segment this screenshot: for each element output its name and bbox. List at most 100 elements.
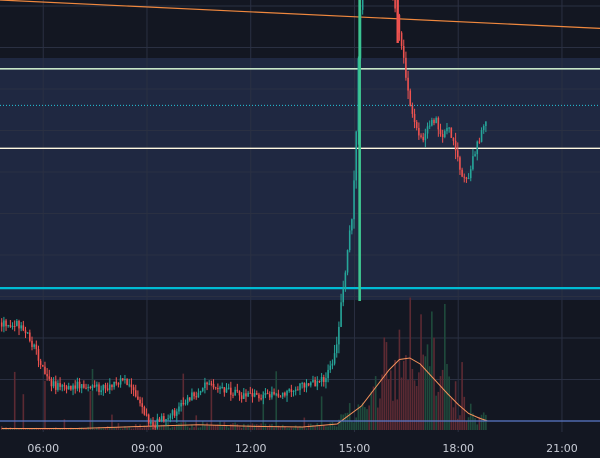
volume-bar [355, 417, 357, 430]
volume-bar [335, 426, 338, 430]
candle-body [446, 127, 448, 132]
volume-bar [150, 425, 152, 430]
volume-bar [439, 376, 442, 430]
volume-bar [249, 424, 252, 430]
candle-body [230, 387, 232, 395]
volume-bar [11, 428, 14, 430]
candle-body [39, 360, 42, 366]
candle-body [128, 384, 131, 386]
volume-bar [294, 425, 297, 430]
candle-body [465, 177, 468, 179]
candle-body [474, 154, 476, 157]
volume-bar [437, 391, 440, 430]
candle-body [351, 219, 353, 231]
candle-body [234, 389, 236, 396]
volume-bar [318, 425, 321, 430]
volume-bar [459, 415, 461, 430]
candle-body [275, 393, 278, 395]
candle-body [180, 402, 182, 407]
volume-bar [232, 423, 234, 430]
candle-body [461, 169, 463, 177]
volume-bar [74, 429, 77, 430]
volume-bar [377, 407, 379, 430]
candle-body [33, 344, 35, 347]
candle-body [290, 389, 293, 392]
candle-body [301, 383, 303, 385]
volume-bar [245, 427, 247, 430]
candle-body [243, 393, 245, 399]
candle-body [5, 320, 7, 327]
candle-body [59, 383, 61, 387]
volume-bar [124, 426, 126, 430]
volume-bar [188, 427, 191, 430]
candle-body [137, 396, 139, 400]
candle-body [0, 322, 3, 327]
candle-body [204, 382, 206, 389]
volume-bar [370, 391, 373, 430]
candle-body [271, 391, 273, 398]
volume-bar [402, 360, 405, 430]
volume-bar [310, 423, 312, 430]
volume-bar [415, 386, 418, 430]
candle-body [469, 169, 472, 179]
x-tick-label: 18:00 [442, 442, 474, 455]
candle-body [409, 90, 412, 107]
candle-body [76, 381, 79, 389]
volume-bar [441, 369, 444, 430]
candle-body [214, 387, 217, 389]
volume-bar [389, 370, 392, 430]
volume-bar [128, 427, 131, 430]
candle-body [448, 127, 450, 129]
candle-body [232, 394, 234, 396]
candle-body [29, 332, 31, 341]
volume-bar [316, 423, 319, 430]
candle-body [111, 384, 113, 388]
candle-body [67, 385, 70, 390]
candle-body [35, 344, 38, 350]
candle-body [163, 416, 165, 421]
volume-bar [385, 342, 388, 430]
candle-body [197, 392, 200, 398]
volume-bar [143, 425, 146, 430]
volume-bar [290, 427, 293, 430]
candle-body [208, 383, 211, 385]
candle-body [456, 150, 459, 158]
volume-bar [180, 422, 182, 430]
candle-body [316, 381, 319, 387]
volume-bar [286, 428, 288, 430]
volume-bar [98, 426, 100, 430]
candle-body [439, 129, 442, 135]
volume-bar [158, 426, 161, 430]
volume-bar [193, 427, 195, 430]
volume-bar [214, 424, 217, 430]
volume-bar [472, 413, 474, 430]
volume-bar [400, 377, 403, 430]
volume-bar [89, 390, 92, 430]
volume-bar [171, 426, 174, 430]
candles [0, 0, 487, 430]
candle-body [150, 422, 152, 424]
volume-bar [169, 428, 172, 430]
candle-body [310, 382, 312, 386]
candle-body [65, 386, 68, 390]
volume-bar [314, 425, 316, 430]
candle-body [331, 363, 334, 366]
volume-bar [268, 424, 271, 430]
candle-body [450, 127, 453, 138]
candle-body [195, 396, 198, 398]
candle-body [236, 389, 239, 392]
candle-body [20, 325, 22, 329]
candle-body [11, 325, 14, 327]
candle-body [238, 391, 241, 396]
candle-body [223, 387, 226, 393]
volume-bar [31, 428, 33, 430]
volume-bar [102, 428, 105, 430]
x-tick-label: 12:00 [235, 442, 267, 455]
candle-body [338, 326, 340, 345]
candle-body [452, 137, 455, 141]
volume-bar [456, 418, 459, 430]
candle-body [143, 407, 146, 415]
candle-body [152, 422, 154, 427]
candle-body [113, 381, 115, 388]
